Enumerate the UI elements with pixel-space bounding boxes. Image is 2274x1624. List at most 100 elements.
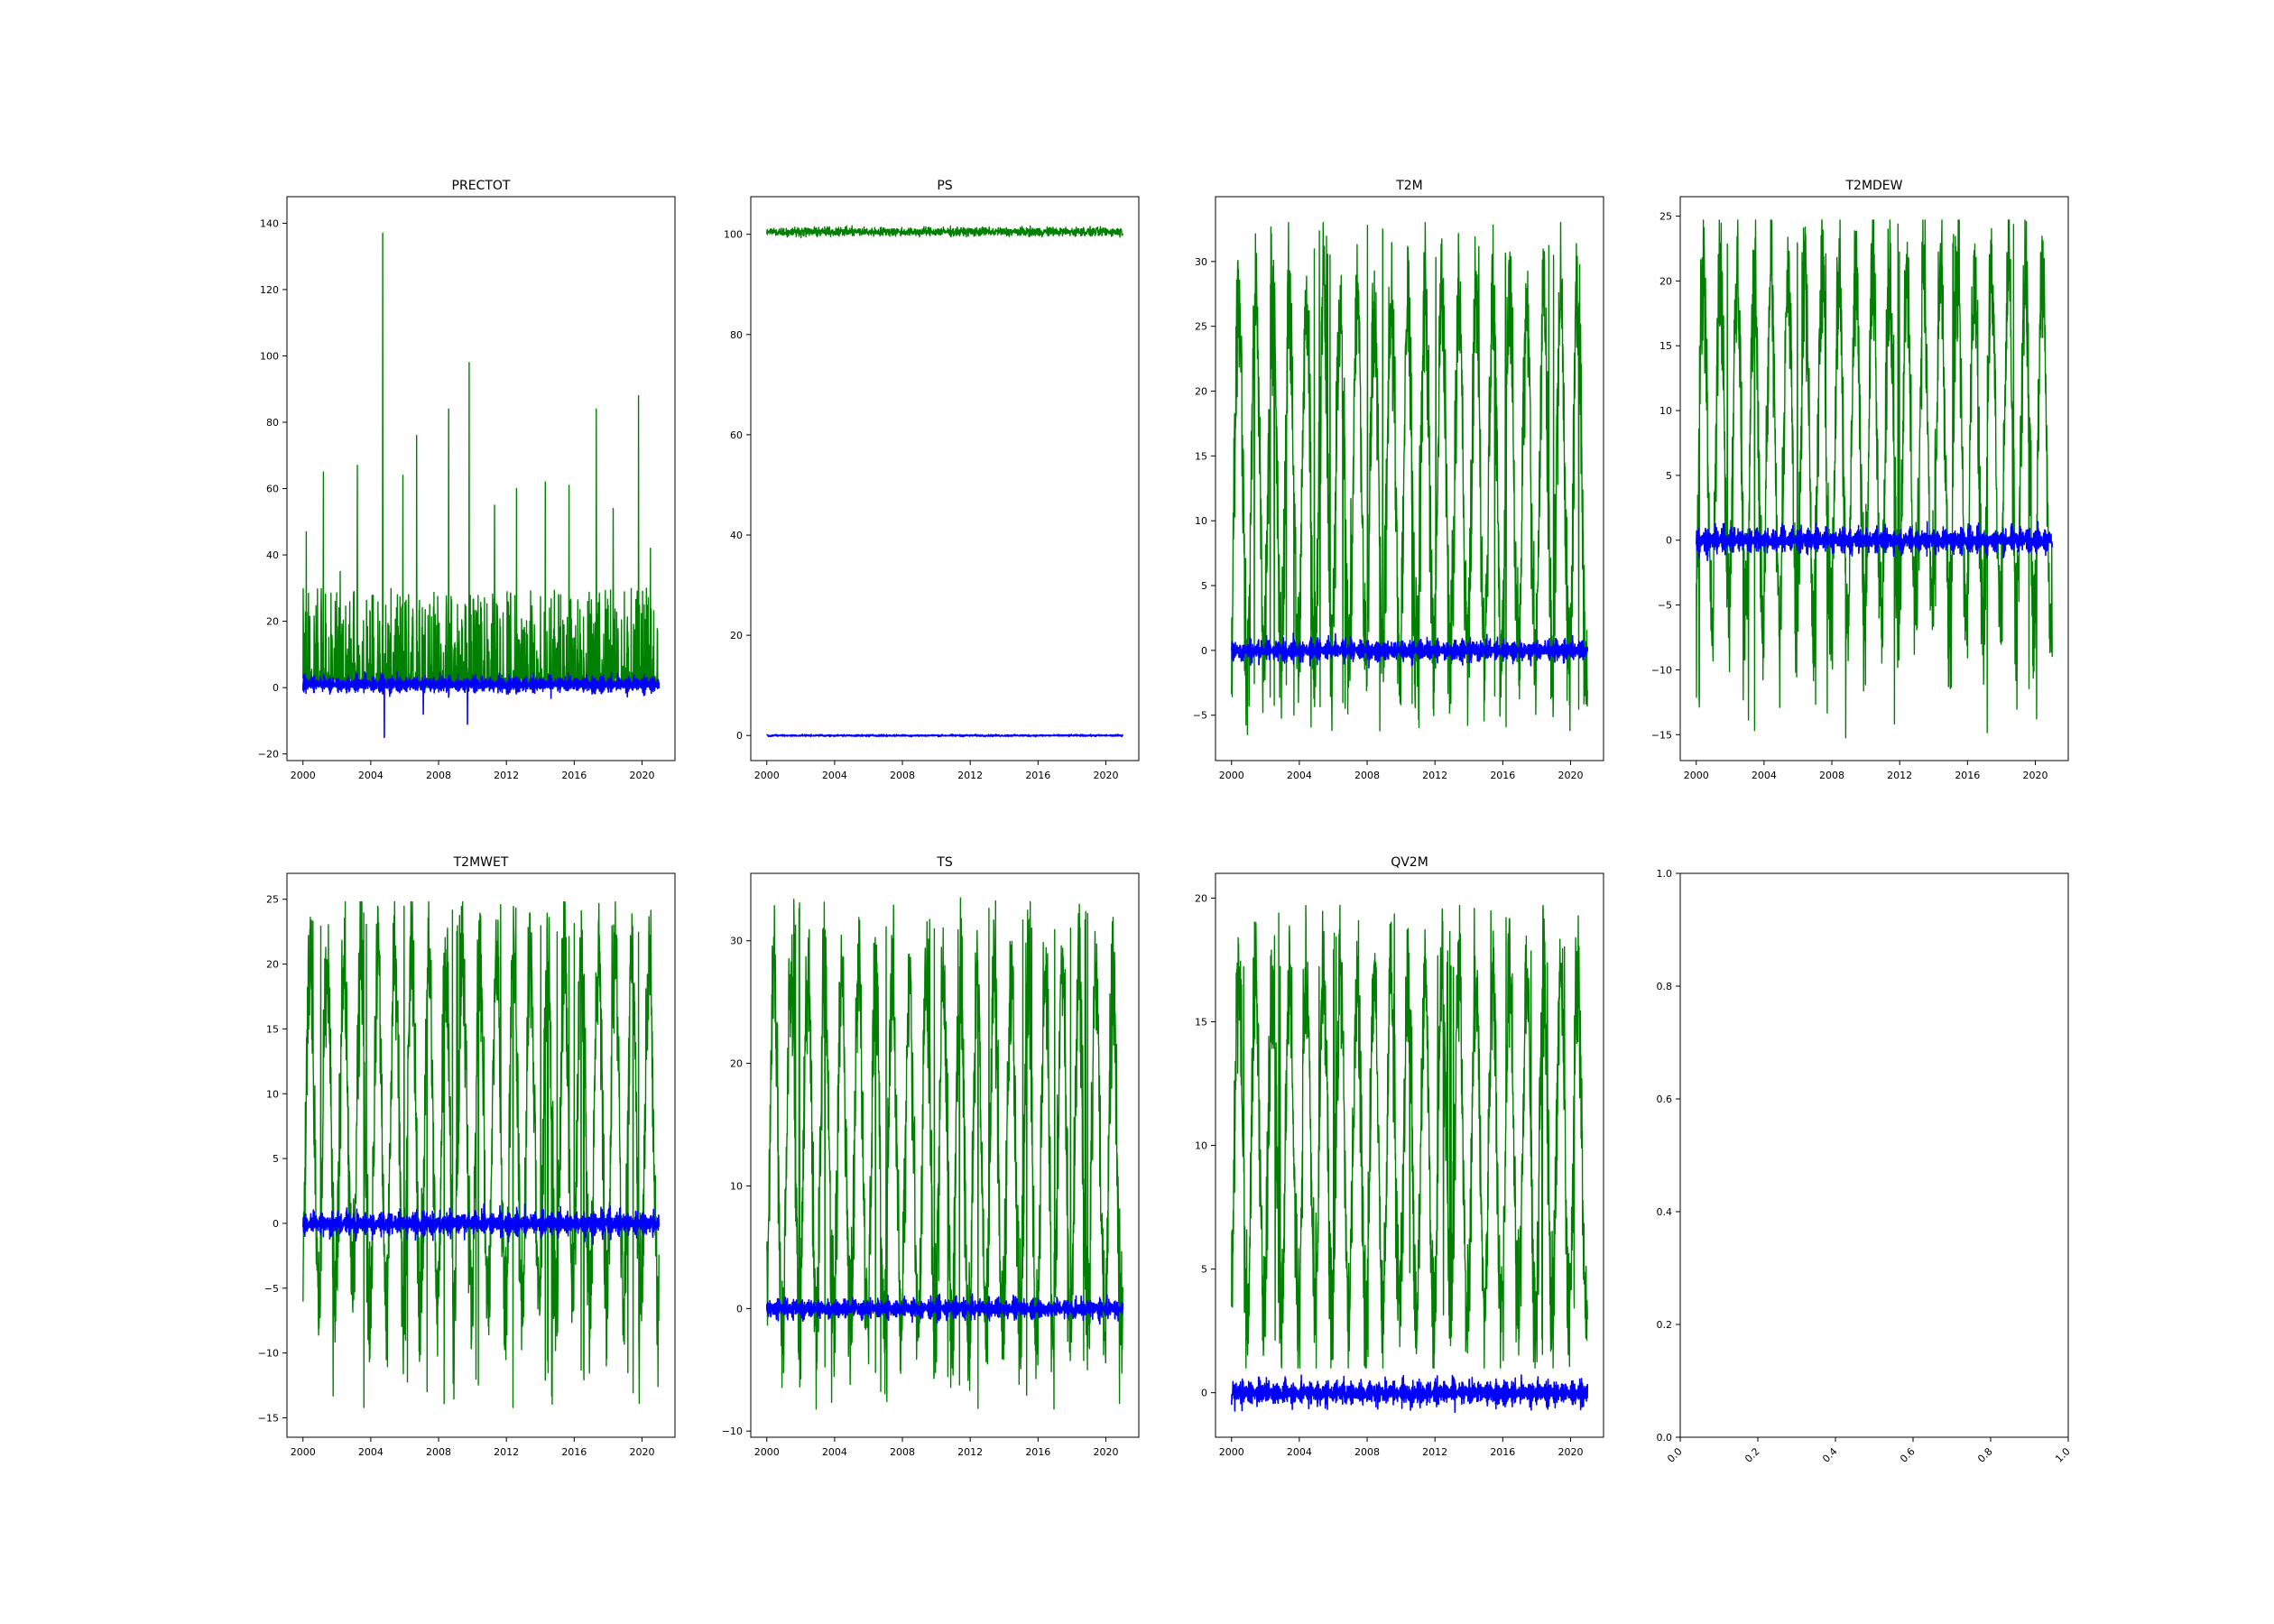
series-line-blue [1231,632,1588,669]
y-tick-label: 10 [266,1088,279,1100]
plot-area [766,225,1123,738]
y-tick-label: 100 [260,350,279,362]
x-tick-label: 2000 [1219,770,1244,781]
x-tick-label: 2004 [1287,770,1312,781]
x-tick-label: 2004 [358,770,384,781]
x-tick-label: 2012 [1887,770,1912,781]
x-tick-label: 2016 [1025,1446,1050,1458]
y-tick-label: −15 [1651,729,1672,741]
series-line-blue [766,1293,1123,1325]
y-tick-label: 0 [273,1218,279,1230]
plot-area [302,232,660,739]
y-tick-label: 0 [1201,1388,1207,1399]
x-tick-label: 2012 [1422,1446,1447,1458]
axes-frame [750,196,1140,761]
y-tick-label: 25 [1195,321,1207,333]
x-tick-label: 2004 [822,1446,847,1458]
subplot-8: 0.0 0.2 0.4 0.6 0.8 1.0 0.0 0.2 0.4 0.6 0.8 1.0 [1657,868,2073,1465]
plot-area [1696,219,2053,739]
y-tick-label: −15 [258,1412,279,1424]
y-tick-label: −10 [722,1426,743,1437]
subplot-title: T2M [1395,179,1423,193]
x-tick-label: 2016 [1490,1446,1515,1458]
series-line-green [302,232,660,688]
series-line-blue [1231,1374,1588,1413]
x-tick-label: 2008 [1354,1446,1380,1458]
y-tick-label: 25 [1659,211,1672,223]
axes-frame [286,872,676,1438]
x-tick-label: 2016 [561,770,587,781]
y-tick-label: 0.6 [1657,1093,1673,1105]
series-line-blue [302,671,660,739]
subplot-3: T2M 2000 2004 2008 2012 2016 2020 −5 0 5 10 15 20 25 3… [1193,179,1604,781]
y-tick-label: 0 [1201,645,1207,657]
y-tick-label: 60 [730,429,743,441]
y-tick-label: 40 [730,530,743,541]
x-tick-label: 2000 [1219,1446,1244,1458]
y-tick-label: 5 [273,1153,279,1165]
axes-frame [750,872,1140,1438]
y-tick-label: 20 [730,1058,743,1070]
x-tick-label: 2008 [426,770,451,781]
subplot-title: TS [936,855,953,870]
y-tick-label: 100 [724,229,743,241]
series-line-green [1231,222,1588,735]
y-tick-label: 20 [1195,892,1207,904]
y-tick-label: 20 [1659,275,1672,287]
x-tick-label: 2004 [822,770,847,781]
axes-frame [1679,872,2069,1438]
y-tick-label: −10 [258,1348,279,1360]
y-tick-label: 10 [1659,405,1672,417]
subplot-1: PRECTOT 2000 2004 2008 2012 2016 2020 −20 0 20 40 6… [258,179,676,781]
x-tick-label: 2008 [890,1446,915,1458]
x-tick-label: 2008 [890,770,915,781]
x-tick-label: 2008 [1354,770,1380,781]
x-tick-label: 2012 [1422,770,1447,781]
y-tick-label: −5 [264,1283,279,1295]
y-tick-label: 60 [266,484,279,495]
series-line-blue [1696,521,2053,562]
y-tick-label: 30 [1195,256,1207,268]
y-tick-label: 0.2 [1657,1319,1673,1331]
y-tick-label: 0 [736,1303,743,1315]
subplot-6: TS 2000 2004 2008 2012 2016 2020 −10 0 10 20 30 [722,855,1140,1458]
y-tick-label: 15 [1195,1016,1207,1028]
y-tick-label: 10 [1195,1140,1207,1152]
series-line-green [302,900,660,1408]
x-tick-label: 2016 [1955,770,1980,781]
x-tick-label: 2012 [494,1446,519,1458]
y-tick-label: 10 [1195,515,1207,527]
subplot-5: T2MWET 2000 2004 2008 2012 2016 2020 −15 −10 −5 0 5… [258,855,676,1458]
axes-frame [1215,196,1604,761]
subplot-4: T2MDEW 2000 2004 2008 2012 2016 2020 −15 −10 −5 0 5… [1651,179,2069,781]
x-tick-label: 2000 [1684,770,1709,781]
y-tick-label: 5 [1201,1264,1207,1276]
x-tick-label: 0.2 [1742,1445,1762,1465]
x-tick-label: 0.0 [1665,1445,1685,1465]
y-tick-label: −5 [1193,710,1207,722]
x-tick-label: 2012 [957,1446,983,1458]
x-tick-label: 2000 [291,770,316,781]
x-tick-label: 2012 [494,770,519,781]
y-tick-label: 20 [266,959,279,971]
y-tick-label: 25 [266,894,279,906]
y-tick-label: 80 [266,417,279,429]
series-line-green [766,897,1123,1410]
x-tick-label: 2016 [1490,770,1515,781]
subplot-7: QV2M 2000 2004 2008 2012 2016 2020 0 5 10 15 20 [1195,855,1604,1458]
x-tick-label: 2020 [1558,770,1583,781]
x-tick-label: 2020 [1093,770,1118,781]
series-line-blue [302,1203,660,1245]
y-tick-label: 20 [730,630,743,641]
x-tick-label: 2004 [1287,1446,1312,1458]
y-tick-label: −20 [258,749,279,761]
plot-area [1231,222,1588,735]
plot-area [766,897,1123,1410]
y-tick-label: 0.8 [1657,981,1673,992]
x-tick-label: 0.6 [1898,1445,1918,1465]
x-tick-label: 2020 [1093,1446,1118,1458]
series-line-green [766,225,1123,239]
axes-frame [1679,196,2069,761]
y-tick-label: 5 [1201,580,1207,592]
x-tick-label: 2000 [754,770,780,781]
